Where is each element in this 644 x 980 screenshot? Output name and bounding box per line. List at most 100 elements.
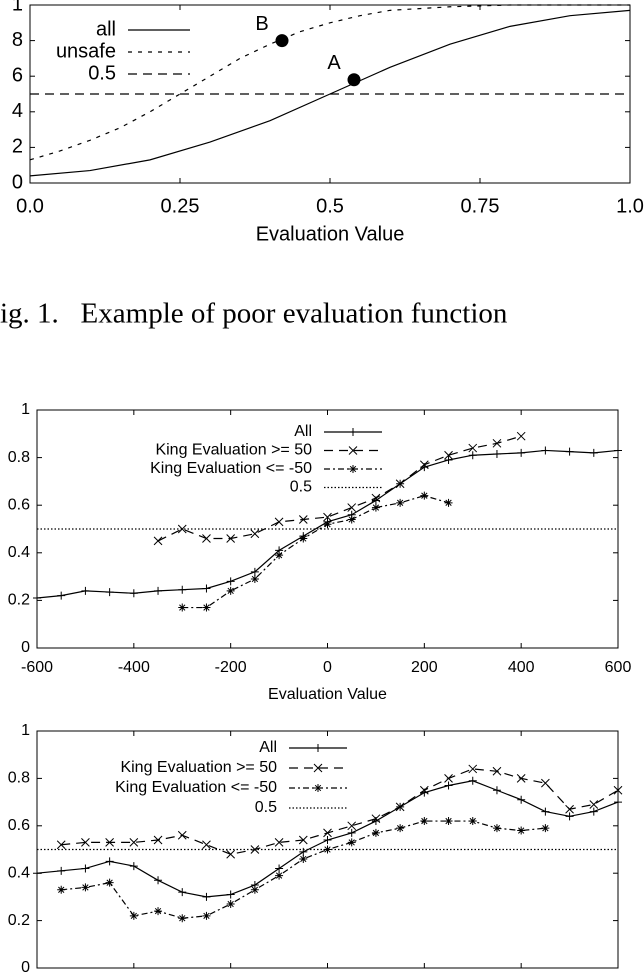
marker xyxy=(57,591,66,600)
marker xyxy=(323,828,332,838)
x-tick-label: 0.0 xyxy=(16,195,44,217)
x-tick-label: -400 xyxy=(118,659,150,676)
marker xyxy=(517,795,526,804)
marker xyxy=(589,807,598,816)
marker xyxy=(541,807,550,816)
marker xyxy=(516,431,526,441)
marker xyxy=(444,498,453,507)
marker xyxy=(614,798,622,807)
marker xyxy=(226,577,235,586)
legend-label: King Evaluation >= 50 xyxy=(120,759,277,776)
x-tick-label: 0.5 xyxy=(316,195,344,217)
marker xyxy=(177,830,187,840)
marker xyxy=(81,838,90,847)
y-tick-label: 0.4 xyxy=(8,544,30,561)
y-tick-label: 2 xyxy=(12,136,23,158)
marker xyxy=(492,786,501,795)
series-line xyxy=(182,495,449,609)
marker xyxy=(202,892,211,901)
y-tick-label: 0.2 xyxy=(8,592,30,609)
marker xyxy=(468,817,477,826)
marker xyxy=(202,911,211,920)
marker xyxy=(396,824,405,833)
legend-label: King Evaluation >= 50 xyxy=(155,442,312,459)
marker xyxy=(371,493,381,503)
marker xyxy=(371,828,380,837)
marker xyxy=(314,744,322,752)
marker xyxy=(154,586,163,595)
marker xyxy=(226,849,236,859)
marker xyxy=(33,869,41,878)
marker xyxy=(444,781,453,790)
marker xyxy=(178,585,187,594)
x-tick-label: 200 xyxy=(411,659,438,676)
y-tick-label: 1 xyxy=(12,0,23,15)
y-tick-label: 6 xyxy=(12,64,23,86)
series-line xyxy=(157,435,522,542)
y-tick-label: 0 xyxy=(21,959,30,976)
x-tick-label: -200 xyxy=(215,659,247,676)
marker xyxy=(274,838,284,847)
marker xyxy=(226,900,235,909)
marker xyxy=(250,529,260,539)
marker xyxy=(347,828,356,837)
marker xyxy=(33,594,41,603)
marker xyxy=(419,460,429,470)
marker xyxy=(468,451,477,460)
marker xyxy=(274,517,284,527)
legend-label: 0.5 xyxy=(255,799,277,816)
legend-label: All xyxy=(294,423,312,440)
marker xyxy=(105,588,114,597)
marker xyxy=(226,534,236,543)
series-line xyxy=(29,9,631,177)
marker xyxy=(517,448,526,457)
marker xyxy=(299,854,308,863)
marker xyxy=(178,603,187,612)
marker xyxy=(565,804,574,814)
marker xyxy=(178,914,187,923)
marker xyxy=(298,835,308,845)
marker xyxy=(250,885,259,894)
marker xyxy=(153,536,163,546)
marker xyxy=(349,465,357,473)
marker xyxy=(153,835,163,845)
marker xyxy=(492,766,502,776)
marker xyxy=(202,840,211,850)
marker xyxy=(202,603,211,612)
marker xyxy=(492,450,501,459)
marker xyxy=(541,446,550,455)
marker xyxy=(614,446,622,455)
legend-label: All xyxy=(259,739,277,756)
annotated-point xyxy=(275,34,289,48)
marker xyxy=(420,491,429,500)
marker xyxy=(492,824,501,833)
y-tick-label: 0.6 xyxy=(8,496,30,513)
marker xyxy=(129,589,138,598)
marker xyxy=(395,479,405,489)
marker xyxy=(444,450,453,460)
x-tick-label: 400 xyxy=(508,659,535,676)
marker xyxy=(81,883,90,892)
marker xyxy=(177,524,187,534)
point-label: B xyxy=(255,13,268,35)
marker xyxy=(275,871,284,880)
x-tick-label: 0 xyxy=(323,659,332,676)
marker xyxy=(81,586,90,595)
marker xyxy=(105,857,114,866)
caption: ig. 1. Example of poor evaluation functi… xyxy=(0,298,508,330)
series-line xyxy=(61,768,619,855)
marker xyxy=(468,443,478,453)
marker xyxy=(57,885,66,894)
marker xyxy=(349,428,357,436)
y-tick-label: 0 xyxy=(12,171,23,193)
marker xyxy=(226,890,235,899)
marker xyxy=(250,574,259,583)
x-tick-label: 0.75 xyxy=(461,195,500,217)
marker xyxy=(56,840,66,850)
marker xyxy=(129,911,138,920)
point-label: A xyxy=(327,52,341,74)
marker xyxy=(396,498,405,507)
y-tick-label: 8 xyxy=(12,29,23,51)
